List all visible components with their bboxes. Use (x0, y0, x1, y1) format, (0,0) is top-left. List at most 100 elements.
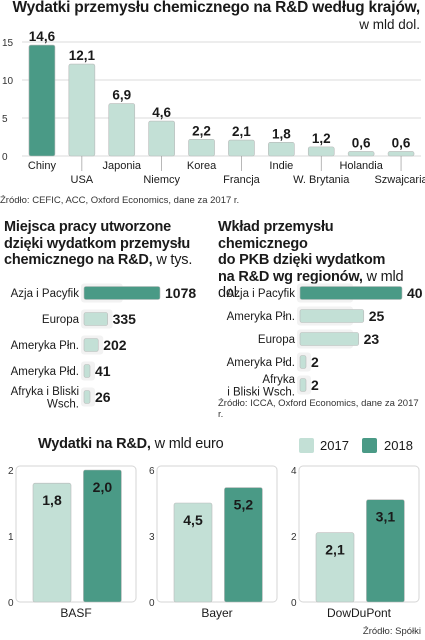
chart1-category-label: W. Brytania (293, 174, 350, 186)
chart2-bar (83, 286, 161, 300)
chart4-value-label: 3,1 (376, 509, 396, 525)
chart4-bar (366, 499, 405, 603)
chart1-category-label: Holandia (339, 160, 383, 172)
chart2-value-label: 335 (113, 311, 137, 327)
chart3-category-label: Ameryka Płn. (227, 311, 295, 323)
chart1-ytick-label: 5 (2, 114, 8, 125)
chart1-bar (188, 138, 215, 157)
chart3-value-label: 23 (364, 331, 380, 347)
chart4-ytick-label: 6 (149, 466, 155, 477)
chart1-value-label: 14,6 (29, 30, 56, 44)
chart1-ytick-label: 10 (2, 76, 14, 87)
chart4-value-label: 1,8 (42, 492, 62, 508)
chart4-value-label: 4,5 (183, 512, 203, 528)
chart1-value-label: 4,6 (152, 105, 171, 120)
chart4-ytick-label: 0 (8, 598, 14, 609)
chart3-unit: w mld dol. (218, 268, 404, 302)
chart2-value-label: 202 (103, 337, 127, 353)
chart1-value-label: 0,6 (392, 135, 411, 150)
chart4-unit: w mld euro (154, 436, 224, 452)
chart4-company-label: Bayer (201, 606, 232, 620)
chart1-value-label: 12,1 (69, 48, 96, 63)
chart2-value-label: 1078 (165, 285, 196, 301)
chart4-ytick-label: 2 (8, 466, 14, 477)
chart1-bar (268, 142, 295, 157)
legend-2018-label: 2018 (384, 438, 413, 453)
chart1-ytick-label: 15 (2, 38, 14, 49)
chart1-category-label: Niemcy (143, 174, 180, 186)
chart4-bar (32, 482, 72, 603)
chart4-panel-frame (298, 465, 420, 603)
chart4-bar (224, 487, 263, 603)
chart2-category-label: Europa (42, 314, 80, 326)
chart1-category-label: Korea (187, 160, 217, 172)
chart3-bar (299, 378, 307, 392)
chart1-category-label: Japonia (102, 160, 141, 172)
chart4-company-bars: 0 1 2 1,8 2,0 BASF 0 3 6 4,5 5,2 Bayer 0 2 4 2,1 3,1 DowD… (8, 465, 420, 620)
chart1-bar (108, 103, 136, 157)
chart4-value-label: 2,0 (93, 479, 113, 495)
chart4-panel-frame (15, 465, 137, 603)
chart1-category-label: Szwajcaria (374, 174, 425, 186)
chart1-bar (148, 120, 175, 157)
chart3-category-label: Ameryka Płd. (227, 357, 295, 369)
chart3-category-label: Europa (258, 334, 296, 346)
legend-2017-swatch (299, 438, 314, 453)
chart1-value-label: 1,2 (312, 131, 331, 146)
chart1-value-label: 2,2 (192, 123, 211, 138)
chart4-bar (83, 469, 122, 603)
chart2-unit: w tys. (156, 252, 193, 268)
chart4-value-label: 5,2 (234, 497, 254, 513)
chart1-bar (68, 63, 96, 157)
chart3-category-label: Azja i Pacyfik (227, 288, 296, 300)
chart4-ytick-label: 1 (8, 532, 14, 543)
chart3-category-label: i Bliski Wsch. (227, 386, 295, 396)
chart3-bar (299, 355, 307, 369)
chart4-ytick-label: 4 (291, 466, 297, 477)
chart3-category-label: Afryka (262, 374, 295, 386)
chart1-ytick-label: 0 (2, 152, 8, 163)
chart2-bar (83, 338, 99, 352)
chart4-source: Źródło: Spółki (362, 626, 421, 637)
chart3-gdp-bars: 40 Azja i Pacyfik 25 Ameryka Płn. 23 Europa 2 A… (227, 283, 423, 396)
chart2-jobs-bars: 1078 Azja i Pacyfik 335 Europa 202 Ameryka Pł… (11, 283, 196, 408)
chart2-title: Miejsca pracy utworzone dzięki wydatkom … (4, 219, 193, 268)
chart3-value-label: 25 (369, 308, 385, 324)
chart1-value-label: 1,8 (272, 126, 291, 141)
chart1-bar (387, 151, 415, 157)
chart1-bar (307, 146, 335, 157)
chart1-category-label: Chiny (28, 160, 57, 172)
legend-2018-swatch (362, 438, 377, 453)
chart4-ytick-label: 0 (291, 598, 297, 609)
chart4-company-label: BASF (60, 606, 91, 620)
chart3-bar (299, 332, 359, 346)
chart1-bar (228, 139, 255, 157)
chart1-value-label: 2,1 (232, 124, 251, 139)
chart2-value-label: 41 (95, 363, 111, 379)
chart3-value-label: 2 (311, 354, 319, 370)
chart3-bar (299, 309, 365, 323)
chart3-value-label: 2 (311, 377, 319, 393)
chart4-ytick-label: 0 (149, 598, 155, 609)
chart2-bar (83, 312, 108, 326)
chart1-category-label: Indie (269, 160, 293, 172)
chart1-value-label: 0,6 (352, 135, 371, 150)
chart3-value-label: 40 (407, 285, 423, 301)
chart1-bar (28, 44, 56, 157)
chart4-ytick-label: 2 (291, 532, 297, 543)
chart3-title: Wkład przemysłu chemicznego do PKB dzięk… (218, 219, 404, 302)
chart3-bar (299, 286, 403, 300)
chart1-source: Źródło: CEFIC, ACC, Oxford Economics, da… (0, 195, 240, 206)
chart2-category-label: Ameryka Płd. (11, 366, 79, 378)
chart4-panel-frame (156, 465, 278, 603)
chart4-company-label: DowDuPont (327, 606, 392, 620)
chart2-bar (83, 364, 91, 378)
chart2-category-label: Azja i Pacyfik (11, 288, 80, 300)
chart2-category-label: Afryka i Bliski (11, 386, 79, 398)
chart1-value-label: 6,9 (112, 88, 131, 103)
chart2-category-label: Wsch. (47, 398, 79, 408)
chart4-bar (173, 502, 213, 603)
chart4-bar (315, 532, 355, 603)
chart2-category-label: Ameryka Płn. (11, 340, 79, 352)
chart2-value-label: 26 (95, 389, 111, 405)
